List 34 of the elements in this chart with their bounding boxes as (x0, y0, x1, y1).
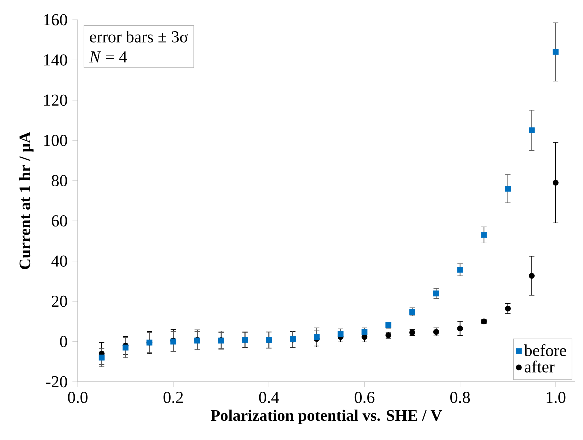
point (552, 49, 559, 56)
legend-label: before (524, 344, 566, 356)
point (552, 180, 559, 186)
y-tick-label: 60 (52, 215, 68, 227)
x-tick-label: 1.0 (546, 392, 566, 404)
y-tick-label: 20 (52, 296, 68, 308)
point (505, 186, 512, 192)
point (457, 267, 464, 273)
point (481, 232, 488, 238)
x-tick-label: 0.0 (68, 392, 88, 404)
y-tick-label: 0 (60, 336, 68, 348)
y-tick-label: 160 (44, 14, 68, 26)
y-axis-title: Current at 1 hr / µA (19, 132, 34, 270)
point (505, 306, 512, 312)
y-tick-label: 40 (52, 256, 68, 267)
x-tick-label: 0.2 (164, 392, 184, 404)
point (529, 273, 535, 279)
point (338, 331, 344, 338)
point (529, 128, 535, 134)
x-tick-label: 0.4 (259, 392, 280, 404)
y-tick-label: -20 (46, 376, 68, 388)
legend-label: after (524, 360, 555, 373)
point (433, 290, 440, 297)
y-tick-label: 120 (44, 94, 68, 106)
y-tick-label: 100 (44, 135, 68, 146)
y-tick-label: 80 (52, 175, 68, 187)
x-tick-label: 0.8 (450, 392, 470, 404)
x-axis-title: Polarization potential vs. SHE / V (210, 410, 442, 424)
y-tick-label: 140 (44, 54, 68, 66)
point (457, 326, 464, 332)
annotation: N = 4 (89, 52, 128, 63)
x-tick-label: 0.6 (354, 392, 375, 404)
point (98, 354, 105, 361)
annotation: error bars ± 3σ (90, 31, 188, 43)
